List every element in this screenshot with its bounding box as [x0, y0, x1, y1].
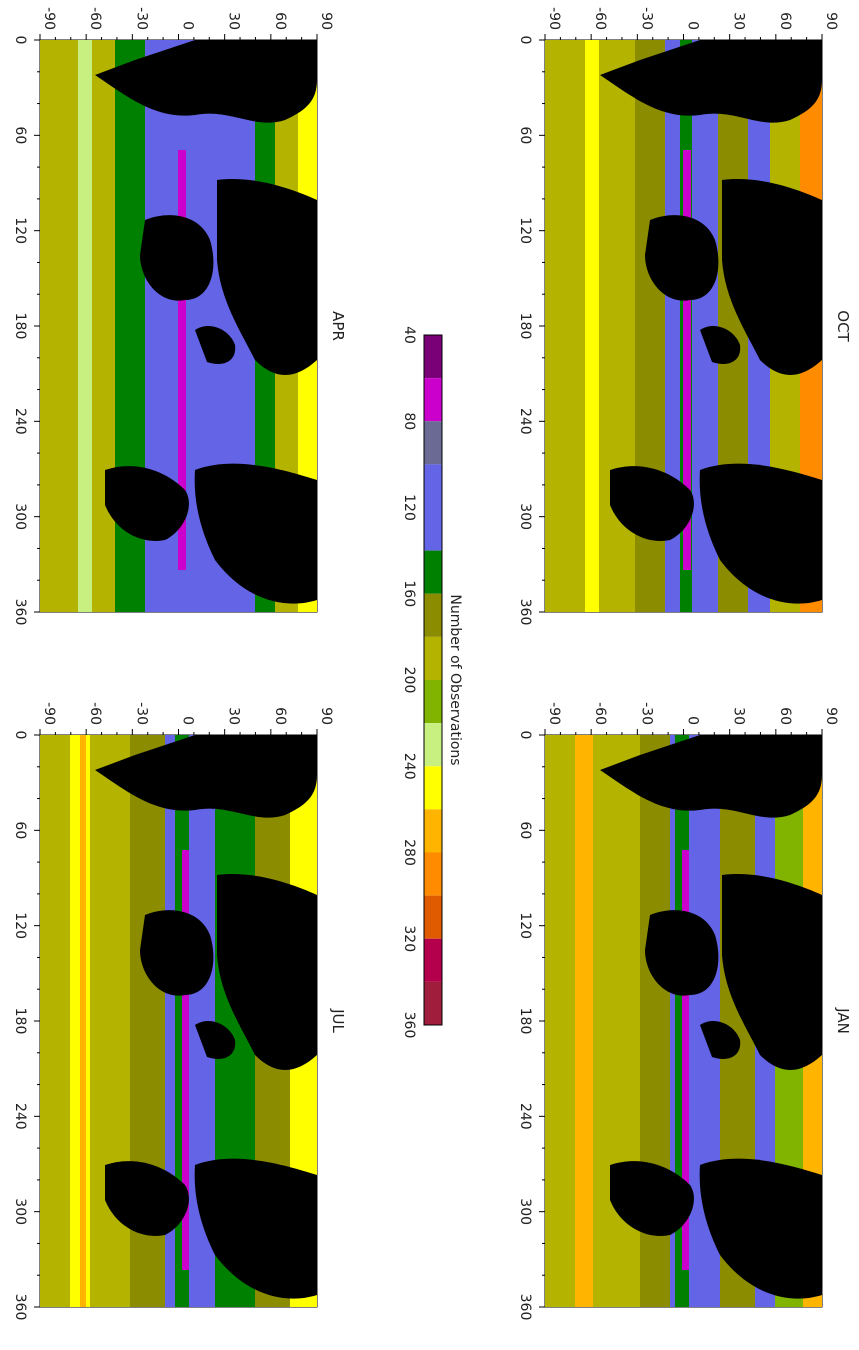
- colorbar-title: Number of Observations: [447, 594, 463, 765]
- map-field: [545, 40, 822, 612]
- map-field: [40, 735, 317, 1307]
- lon-tick-label: 360: [12, 599, 28, 626]
- lat-tick-label: -60: [592, 7, 608, 30]
- lon-tick-label: 120: [517, 217, 533, 244]
- lat-tick-label: -60: [87, 7, 103, 30]
- lon-tick-label: 300: [12, 1198, 28, 1225]
- colorbar-tick-label: 320: [401, 925, 417, 952]
- lon-tick-label: 360: [517, 599, 533, 626]
- lon-tick-label: 120: [517, 912, 533, 939]
- colorbar-bin: [424, 637, 442, 680]
- colorbar-bin: [424, 421, 442, 464]
- colorbar-tick-label: 40: [401, 326, 417, 344]
- colorbar-bin: [424, 378, 442, 421]
- lon-tick-label: 0: [12, 36, 28, 45]
- lat-tick-label: -30: [133, 7, 149, 30]
- lon-tick-label: 360: [12, 1294, 28, 1321]
- lat-tick-label: -30: [133, 702, 149, 725]
- lon-tick-label: 120: [12, 912, 28, 939]
- colorbar-bin: [424, 896, 442, 939]
- colorbar-tick-label: 160: [401, 580, 417, 607]
- map-panel-apr: [40, 40, 317, 612]
- colorbar-bins: [424, 335, 442, 1025]
- lat-tick-label: 90: [318, 707, 334, 725]
- lat-tick-label: 60: [272, 707, 288, 725]
- lon-tick-label: 300: [517, 503, 533, 530]
- lon-tick-label: 240: [12, 1103, 28, 1130]
- lat-tick-label: -90: [546, 702, 562, 725]
- colorbar-bin: [424, 982, 442, 1025]
- lon-tick-label: 240: [12, 408, 28, 435]
- lat-tick-label: 90: [823, 707, 839, 725]
- map-panel-oct: [545, 40, 822, 612]
- lon-tick-label: 180: [12, 1008, 28, 1035]
- lon-tick-label: 60: [517, 821, 533, 839]
- lon-tick-label: 0: [12, 731, 28, 740]
- lat-tick-label: 60: [272, 12, 288, 30]
- colorbar-labels: 40 80 120 160 200 240 280 320 360: [401, 326, 417, 1038]
- lon-tick-label: 180: [517, 1008, 533, 1035]
- lat-tick-label: -60: [592, 702, 608, 725]
- lat-tick-label: 30: [226, 707, 242, 725]
- panel-title-oct: OCT: [834, 310, 852, 342]
- lon-tick-label: 240: [517, 1103, 533, 1130]
- lat-tick-label: 30: [731, 707, 747, 725]
- colorbar-bin: [424, 809, 442, 852]
- colorbar-bin: [424, 939, 442, 982]
- panel-title-jul: JUL: [329, 1008, 347, 1033]
- lon-tick-label: 180: [517, 313, 533, 340]
- lat-tick-label: 60: [777, 12, 793, 30]
- lat-tick-label: -90: [41, 702, 57, 725]
- lat-tick-label: 0: [685, 21, 701, 30]
- lon-tick-label: 120: [12, 217, 28, 244]
- map-field: [40, 40, 317, 612]
- lon-tick-label: 180: [12, 313, 28, 340]
- lon-tick-label: 300: [12, 503, 28, 530]
- lat-tick-label: 90: [318, 12, 334, 30]
- lon-tick-label: 60: [12, 821, 28, 839]
- lat-tick-label: -30: [638, 7, 654, 30]
- lat-tick-label: -90: [546, 7, 562, 30]
- colorbar-bin: [424, 680, 442, 723]
- lon-tick-label: 60: [12, 126, 28, 144]
- map-panel-jan: [545, 735, 822, 1307]
- lat-tick-label: 0: [180, 716, 196, 725]
- lon-tick-label: 60: [517, 126, 533, 144]
- colorbar-bin: [424, 766, 442, 809]
- colorbar-tick-label: 120: [401, 494, 417, 521]
- lon-tick-label: 360: [517, 1294, 533, 1321]
- colorbar-tick-label: 80: [401, 412, 417, 430]
- colorbar-bin: [424, 335, 442, 378]
- lat-tick-label: 90: [823, 12, 839, 30]
- lon-tick-label: 300: [517, 1198, 533, 1225]
- colorbar: 40 80 120 160 200 240 280 320 360 Number of Obse…: [401, 326, 463, 1038]
- colorbar-bin: [424, 551, 442, 594]
- panel-title-apr: APR: [329, 311, 347, 341]
- map-panel-jul: [40, 735, 317, 1307]
- panel-title-jan: JAN: [834, 1007, 852, 1034]
- lat-tick-label: -90: [41, 7, 57, 30]
- colorbar-tick-label: 240: [401, 753, 417, 780]
- colorbar-bin: [424, 853, 442, 896]
- map-field: [545, 735, 822, 1307]
- colorbar-bin: [424, 723, 442, 766]
- colorbar-bin: [424, 594, 442, 637]
- lat-tick-label: -30: [638, 702, 654, 725]
- lat-tick-label: -60: [87, 702, 103, 725]
- lat-tick-label: 0: [180, 21, 196, 30]
- lon-tick-label: 0: [517, 36, 533, 45]
- colorbar-tick-label: 280: [401, 839, 417, 866]
- lon-tick-label: 0: [517, 731, 533, 740]
- lat-tick-label: 30: [226, 12, 242, 30]
- colorbar-bin: [424, 464, 442, 550]
- lat-tick-label: 0: [685, 716, 701, 725]
- lat-tick-label: 60: [777, 707, 793, 725]
- lon-tick-label: 240: [517, 408, 533, 435]
- colorbar-tick-label: 360: [401, 1012, 417, 1039]
- colorbar-tick-label: 200: [401, 667, 417, 694]
- lat-tick-label: 30: [731, 12, 747, 30]
